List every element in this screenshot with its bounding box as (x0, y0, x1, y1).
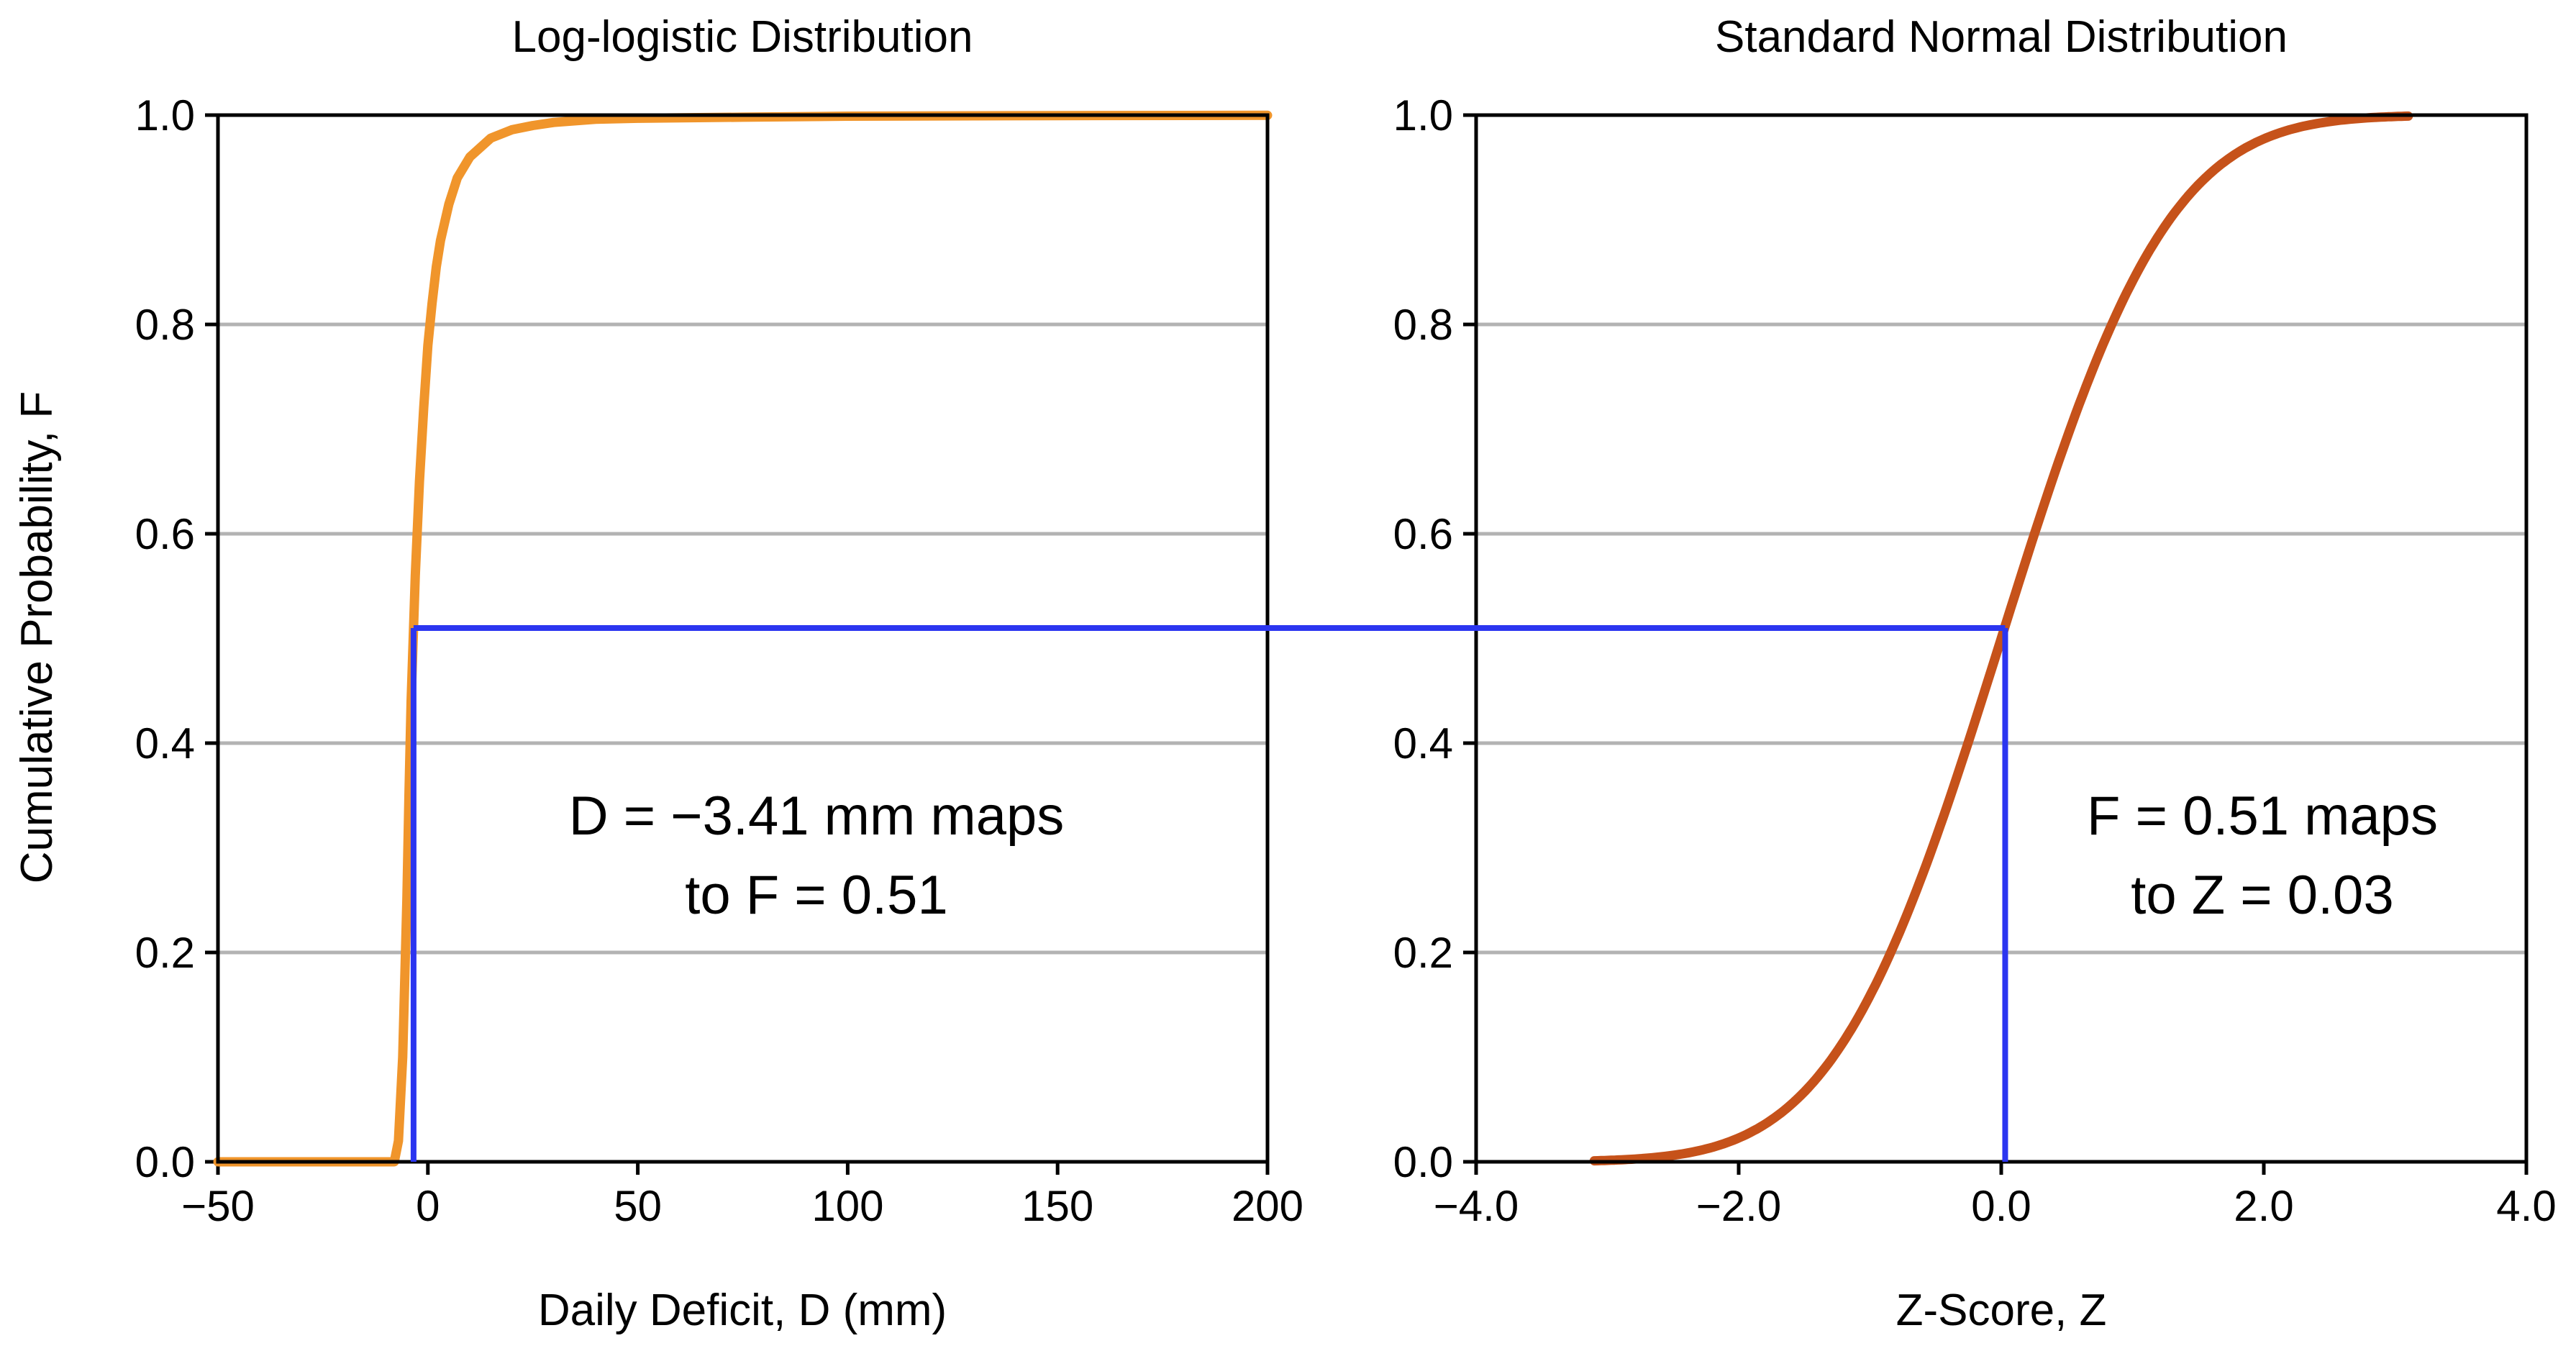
normal-ytick-label: 1.0 (1393, 91, 1453, 140)
loglogistic-ytick-label: 0.2 (135, 929, 195, 977)
normal-ytick-label: 0.2 (1393, 929, 1453, 977)
mapping-lines (410, 624, 2008, 1162)
loglogistic-plot-frame (216, 113, 1270, 1164)
loglogistic-ytick-label: 0.6 (135, 510, 195, 558)
loglogistic-ytick-label: 1.0 (135, 91, 195, 140)
normal-xtick-label: 0.0 (1971, 1182, 2031, 1230)
loglogistic-xtick-label: 100 (811, 1182, 883, 1230)
normal-xticks: −4.0 −2.0 0.0 2.0 4.0 (1434, 1162, 2557, 1230)
loglogistic-ytick-label: 0.0 (135, 1138, 195, 1186)
loglogistic-ylabel: Cumulative Probability, F (12, 391, 62, 884)
loglogistic-ytick-label: 0.8 (135, 301, 195, 349)
normal-xtick-label: 4.0 (2496, 1182, 2556, 1230)
loglogistic-xtick-label: −50 (181, 1182, 255, 1230)
normal-xtick-label: −2.0 (1696, 1182, 1781, 1230)
normal-xtick-label: 2.0 (2234, 1182, 2293, 1230)
normal-chart: Standard Normal Distribution Z-Score, Z … (1393, 12, 2557, 1335)
loglogistic-series (213, 110, 1273, 1167)
normal-cdf-line (1589, 111, 2413, 1166)
normal-xlabel: Z-Score, Z (1896, 1286, 2107, 1335)
loglogistic-chart: Log-logistic Distribution Daily Deficit,… (12, 12, 1303, 1335)
loglogistic-annotation-line2: to F = 0.51 (685, 865, 947, 926)
normal-plot-frame (1474, 113, 2529, 1164)
loglogistic-xticks: −50 0 50 100 150 200 (181, 1162, 1303, 1230)
loglogistic-annotation-line1: D = −3.41 mm maps (569, 786, 1065, 847)
normal-series (1589, 111, 2413, 1166)
loglogistic-xtick-label: 0 (416, 1182, 440, 1230)
normal-annotation-line1: F = 0.51 maps (2087, 786, 2438, 847)
loglogistic-xtick-label: 50 (614, 1182, 662, 1230)
normal-ytick-label: 0.8 (1393, 301, 1453, 349)
normal-ytick-label: 0.0 (1393, 1138, 1453, 1186)
normal-ytick-label: 0.4 (1393, 719, 1453, 768)
loglogistic-xtick-label: 200 (1232, 1182, 1303, 1230)
loglogistic-xtick-label: 150 (1021, 1182, 1093, 1230)
loglogistic-title: Log-logistic Distribution (512, 12, 973, 62)
loglogistic-cdf-line (213, 110, 1273, 1167)
loglogistic-grid (218, 322, 1267, 955)
loglogistic-ytick-label: 0.4 (135, 719, 195, 768)
loglogistic-xlabel: Daily Deficit, D (mm) (538, 1286, 947, 1335)
normal-ytick-label: 0.6 (1393, 510, 1453, 558)
loglogistic-yticks: 0.0 0.2 0.4 0.6 0.8 1.0 (135, 91, 218, 1186)
normal-annotation-line2: to Z = 0.03 (2131, 865, 2393, 926)
normal-xtick-label: −4.0 (1434, 1182, 1519, 1230)
normal-yticks: 0.0 0.2 0.4 0.6 0.8 1.0 (1393, 91, 1476, 1186)
normal-grid (1476, 322, 2526, 955)
normal-title: Standard Normal Distribution (1715, 12, 2288, 62)
